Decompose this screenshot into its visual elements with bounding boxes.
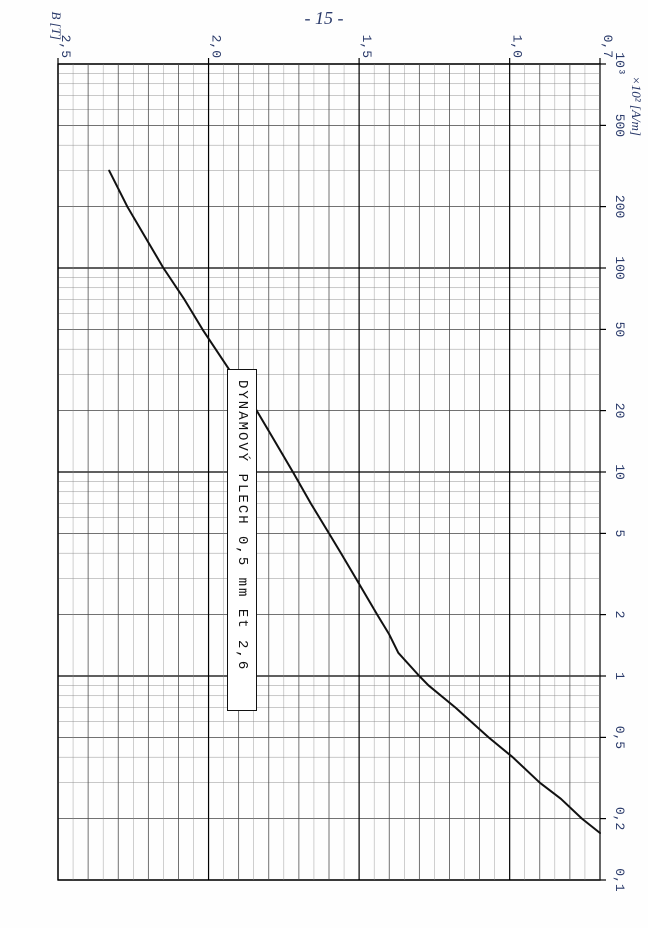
y-axis-label: B [T] [49, 11, 64, 40]
x-tick-label: 10³ [612, 52, 627, 75]
x-tick-label: 5 [612, 530, 627, 538]
chart-title-box: DYNAMOVÝ PLECH 0,5 mm Et 2,6 [227, 369, 257, 711]
x-tick-label: 20 [612, 403, 627, 419]
x-tick-label: 200 [612, 195, 627, 218]
y-tick-label: 1,5 [359, 35, 374, 58]
bh-curve [109, 171, 600, 833]
x-tick-label: 100 [612, 256, 627, 279]
y-tick-label: 1,0 [510, 35, 525, 58]
x-tick-label: 10 [612, 464, 627, 480]
x-tick-label: 0,1 [612, 868, 627, 892]
x-tick-label: 500 [612, 114, 627, 137]
x-axis-label: ×10² [A/m] [629, 76, 644, 136]
magnetization-chart: 0,71,01,52,02,5B [T]0,10,20,512510205010… [0, 0, 648, 928]
x-tick-label: 0,5 [612, 726, 627, 749]
x-tick-label: 1 [612, 672, 627, 680]
y-tick-label: 2,0 [209, 35, 224, 58]
x-tick-label: 50 [612, 322, 627, 338]
x-tick-label: 2 [612, 611, 627, 619]
x-tick-label: 0,2 [612, 807, 627, 830]
chart-title: DYNAMOVÝ PLECH 0,5 mm Et 2,6 [234, 380, 250, 671]
